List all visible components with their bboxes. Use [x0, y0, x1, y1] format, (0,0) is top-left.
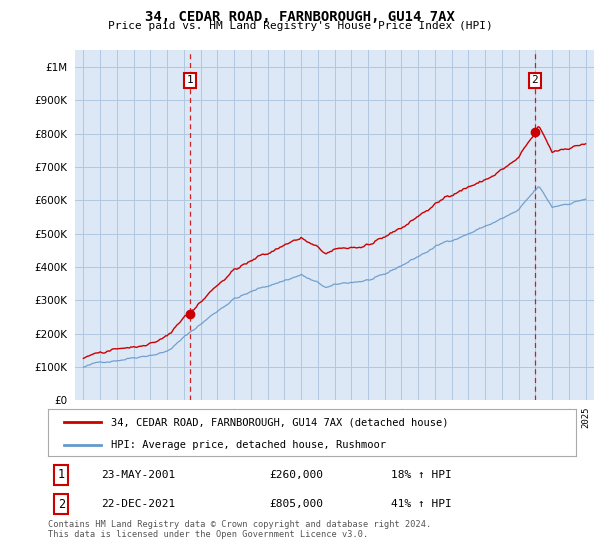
Text: 2: 2 — [58, 497, 65, 511]
Text: 2: 2 — [532, 76, 538, 85]
Text: 23-MAY-2001: 23-MAY-2001 — [101, 470, 175, 480]
Text: 18% ↑ HPI: 18% ↑ HPI — [391, 470, 452, 480]
Text: 1: 1 — [187, 76, 194, 85]
Text: Contains HM Land Registry data © Crown copyright and database right 2024.
This d: Contains HM Land Registry data © Crown c… — [48, 520, 431, 539]
Text: Price paid vs. HM Land Registry's House Price Index (HPI): Price paid vs. HM Land Registry's House … — [107, 21, 493, 31]
Text: £805,000: £805,000 — [270, 499, 324, 509]
Text: £260,000: £260,000 — [270, 470, 324, 480]
Text: 1: 1 — [58, 468, 65, 482]
Text: 34, CEDAR ROAD, FARNBOROUGH, GU14 7AX (detached house): 34, CEDAR ROAD, FARNBOROUGH, GU14 7AX (d… — [112, 417, 449, 427]
Text: 41% ↑ HPI: 41% ↑ HPI — [391, 499, 452, 509]
Text: 22-DEC-2021: 22-DEC-2021 — [101, 499, 175, 509]
Text: HPI: Average price, detached house, Rushmoor: HPI: Average price, detached house, Rush… — [112, 440, 386, 450]
Text: 34, CEDAR ROAD, FARNBOROUGH, GU14 7AX: 34, CEDAR ROAD, FARNBOROUGH, GU14 7AX — [145, 10, 455, 24]
